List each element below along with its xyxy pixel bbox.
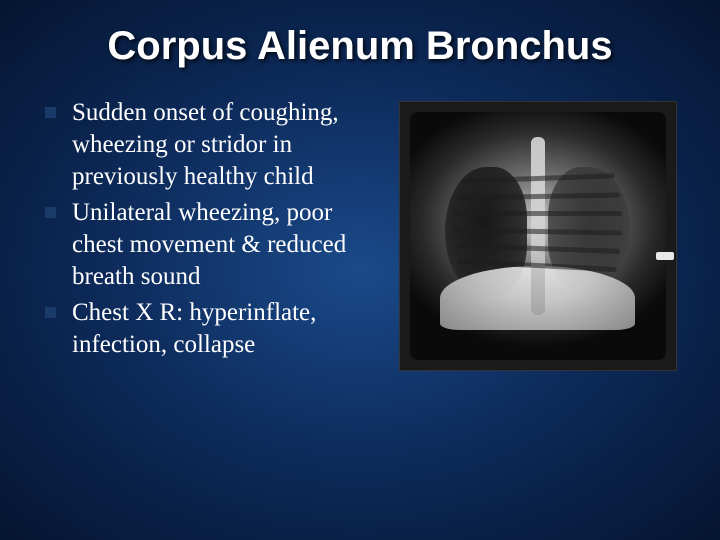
xray-marker: [656, 252, 674, 260]
list-item: Chest X R: hyperinflate, infection, coll…: [45, 297, 365, 361]
list-item: Sudden onset of coughing, wheezing or st…: [45, 97, 365, 193]
xray-rib: [453, 211, 622, 216]
xray-body: [410, 112, 666, 360]
bullet-icon: [45, 207, 56, 218]
bullet-list: Sudden onset of coughing, wheezing or st…: [45, 97, 365, 361]
bullet-icon: [45, 307, 56, 318]
image-column: [385, 97, 690, 371]
bullet-text: Sudden onset of coughing, wheezing or st…: [72, 97, 365, 193]
content-row: Sudden onset of coughing, wheezing or st…: [0, 97, 720, 371]
bullet-text: Unilateral wheezing, poor chest movement…: [72, 197, 365, 293]
slide-container: Corpus Alienum Bronchus Sudden onset of …: [0, 0, 720, 540]
text-column: Sudden onset of coughing, wheezing or st…: [45, 97, 365, 371]
slide-title: Corpus Alienum Bronchus: [0, 0, 720, 97]
xray-image: [399, 101, 677, 371]
bullet-text: Chest X R: hyperinflate, infection, coll…: [72, 297, 365, 361]
xray-spine: [531, 137, 545, 316]
list-item: Unilateral wheezing, poor chest movement…: [45, 197, 365, 293]
bullet-icon: [45, 107, 56, 118]
